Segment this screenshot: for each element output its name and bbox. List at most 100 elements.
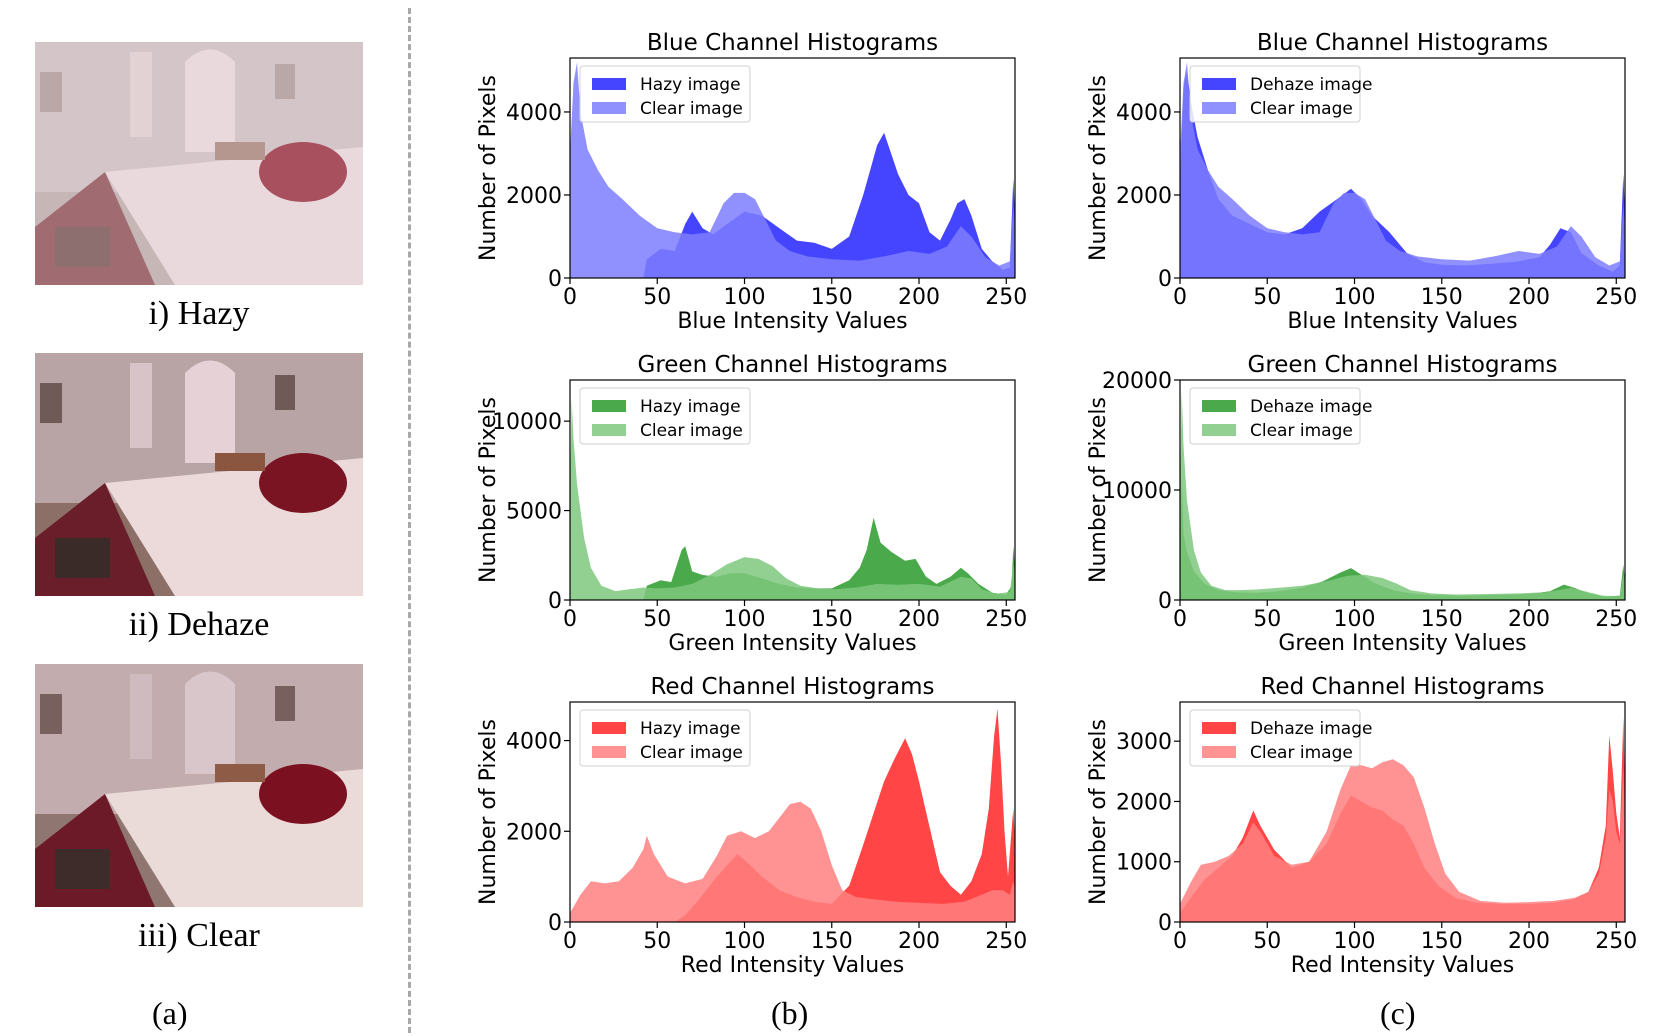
y-tick-label-b-green-5000: 5000: [506, 500, 562, 525]
chart-b-red: 0 50 100 150 200 250 0 2000 4000 Red Channel Hist…: [476, 674, 1027, 978]
y-axis-label-c-green: Number of Pixels: [1086, 397, 1111, 583]
y-tick-label-c-red-0: 0: [1158, 911, 1172, 936]
x-tick-label-c-red-150: 150: [1421, 929, 1463, 954]
legend-label-c-green-1: Clear image: [1250, 421, 1353, 441]
series-area-b-blue-1: [570, 62, 1015, 279]
legend-swatch-b-blue-0: [592, 78, 626, 90]
x-tick-label-b-blue-100: 100: [724, 285, 766, 310]
x-axis-label-c-green: Green Intensity Values: [1278, 631, 1526, 656]
x-tick-label-b-blue-200: 200: [898, 285, 940, 310]
legend-label-b-green-0: Hazy image: [640, 397, 741, 417]
x-tick-label-b-blue-250: 250: [985, 285, 1027, 310]
legend-swatch-b-red-1: [592, 746, 626, 758]
y-tick-label-c-blue-2000: 2000: [1116, 184, 1172, 209]
dashed-divider: [408, 8, 411, 1033]
caption-hazy: i) Hazy: [148, 295, 250, 332]
series-area-b-red-1: [570, 801, 1015, 922]
series-area-c-green-0: [1180, 479, 1625, 600]
chart-c-green: 0 50 100 150 200 250 0 10000 20000 Green Channel …: [1086, 352, 1637, 656]
legend-swatch-b-red-0: [592, 722, 626, 734]
legend-label-b-blue-1: Clear image: [640, 99, 743, 119]
x-tick-label-c-blue-0: 0: [1173, 285, 1187, 310]
x-tick-label-c-green-0: 0: [1173, 607, 1187, 632]
legend-swatch-c-red-1: [1202, 746, 1236, 758]
chart-title-b-red: Red Channel Histograms: [650, 674, 934, 700]
chart-c-blue: 0 50 100 150 200 250 0 2000 4000 Blue Channel His…: [1086, 30, 1637, 334]
legend-label-c-blue-1: Clear image: [1250, 99, 1353, 119]
x-tick-label-b-red-200: 200: [898, 929, 940, 954]
x-tick-label-b-red-0: 0: [563, 929, 577, 954]
legend-label-c-red-1: Clear image: [1250, 743, 1353, 763]
x-tick-label-c-blue-100: 100: [1334, 285, 1376, 310]
legend-swatch-c-blue-0: [1202, 78, 1236, 90]
room-image-hazy: [35, 42, 363, 285]
legend-label-b-blue-0: Hazy image: [640, 75, 741, 95]
x-tick-label-c-red-200: 200: [1508, 929, 1550, 954]
y-axis-label-b-blue: Number of Pixels: [476, 75, 501, 261]
x-tick-label-b-red-250: 250: [985, 929, 1027, 954]
plot-frame-b-blue: [569, 57, 1016, 279]
y-axis-label-b-green: Number of Pixels: [476, 397, 501, 583]
x-tick-label-b-green-0: 0: [563, 607, 577, 632]
x-tick-label-c-red-250: 250: [1595, 929, 1637, 954]
x-tick-label-c-blue-200: 200: [1508, 285, 1550, 310]
y-tick-label-b-red-2000: 2000: [506, 820, 562, 845]
x-tick-label-c-blue-50: 50: [1253, 285, 1281, 310]
legend-label-c-green-0: Dehaze image: [1250, 397, 1372, 417]
series-area-b-green-0: [570, 517, 1015, 600]
caption-clear: iii) Clear: [138, 917, 260, 954]
y-tick-label-c-blue-4000: 4000: [1116, 101, 1172, 126]
y-tick-label-b-red-0: 0: [548, 911, 562, 936]
legend-swatch-b-green-0: [592, 400, 626, 412]
x-tick-label-b-green-100: 100: [724, 607, 766, 632]
chart-c-red: 0 50 100 150 200 250 0 1000 2000 3000 Red Channel …: [1086, 674, 1637, 978]
chart-title-c-blue: Blue Channel Histograms: [1257, 30, 1548, 56]
y-tick-label-c-red-2000: 2000: [1116, 790, 1172, 815]
room-image-dehaze: [35, 353, 363, 596]
y-tick-label-c-green-10000: 10000: [1102, 479, 1172, 504]
y-tick-label-b-green-0: 0: [548, 589, 562, 614]
legend-swatch-b-blue-1: [592, 102, 626, 114]
legend-label-b-green-1: Clear image: [640, 421, 743, 441]
panel-b-label: (b): [771, 995, 809, 1031]
y-tick-label-c-blue-0: 0: [1158, 267, 1172, 292]
x-tick-label-c-red-100: 100: [1334, 929, 1376, 954]
legend-swatch-c-green-1: [1202, 424, 1236, 436]
y-tick-label-c-red-1000: 1000: [1116, 851, 1172, 876]
x-tick-label-b-red-100: 100: [724, 929, 766, 954]
plot-frame-c-blue: [1179, 57, 1626, 279]
y-tick-label-b-red-4000: 4000: [506, 730, 562, 755]
series-area-c-blue-1: [1180, 62, 1625, 279]
x-tick-label-c-green-250: 250: [1595, 607, 1637, 632]
x-axis-label-b-green: Green Intensity Values: [668, 631, 916, 656]
y-tick-label-c-green-0: 0: [1158, 589, 1172, 614]
x-tick-label-b-blue-0: 0: [563, 285, 577, 310]
chart-b-blue: 0 50 100 150 200 250 0 2000 4000 Blue Channel His…: [476, 30, 1027, 334]
photo-dehaze: [35, 353, 363, 596]
series-area-c-red-1: [1180, 759, 1625, 922]
legend-swatch-c-red-0: [1202, 722, 1236, 734]
room-image-clear: [35, 664, 363, 907]
y-tick-label-c-red-3000: 3000: [1116, 730, 1172, 755]
y-tick-label-b-green-10000: 10000: [492, 410, 562, 435]
x-tick-label-b-blue-150: 150: [811, 285, 853, 310]
chart-title-b-green: Green Channel Histograms: [638, 352, 948, 378]
y-tick-label-b-blue-4000: 4000: [506, 101, 562, 126]
x-tick-label-c-green-50: 50: [1253, 607, 1281, 632]
legend-label-c-blue-0: Dehaze image: [1250, 75, 1372, 95]
legend-swatch-c-green-0: [1202, 400, 1236, 412]
x-tick-label-b-green-200: 200: [898, 607, 940, 632]
x-tick-label-b-green-50: 50: [643, 607, 671, 632]
panel-c-label: (c): [1380, 995, 1416, 1031]
chart-title-b-blue: Blue Channel Histograms: [647, 30, 938, 56]
x-tick-label-b-blue-50: 50: [643, 285, 671, 310]
y-axis-label-b-red: Number of Pixels: [476, 719, 501, 905]
y-tick-label-b-blue-0: 0: [548, 267, 562, 292]
x-tick-label-b-green-250: 250: [985, 607, 1027, 632]
x-axis-label-c-red: Red Intensity Values: [1291, 953, 1514, 978]
x-tick-label-c-blue-150: 150: [1421, 285, 1463, 310]
series-area-b-green-1: [570, 399, 1015, 600]
chart-b-green: 0 50 100 150 200 250 0 5000 10000 Green Channel H…: [476, 352, 1027, 656]
plot-frame-b-green: [569, 379, 1016, 601]
